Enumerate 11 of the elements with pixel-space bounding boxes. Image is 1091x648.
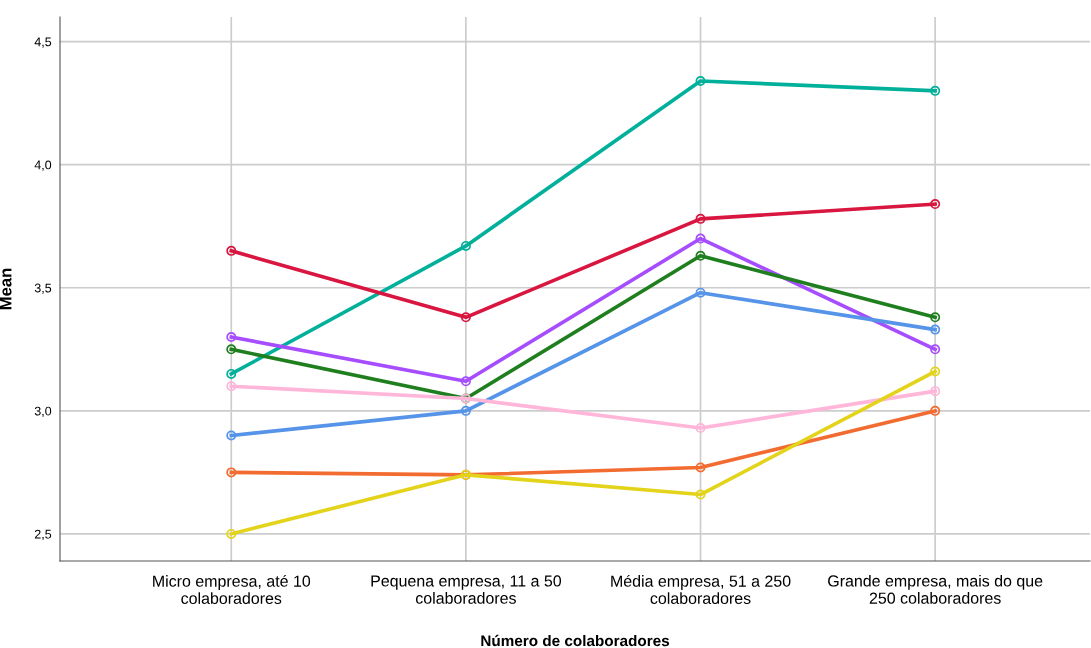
x-tick-label: Micro empresa, até 10 colaboradores [153,574,311,605]
y-axis-title: Mean [0,268,12,310]
y-tick-label: 2,5 [34,529,52,541]
x-tick-label: Pequena empresa, 11 a 50 colaboradores [371,575,562,604]
x-tick-label: Média empresa, 51 a 250 colaboradores [611,574,791,605]
y-tick-label: 3,5 [34,283,52,294]
y-tick-label: 4,0 [34,160,52,171]
x-axis-title: Número de colaboradores [481,634,670,647]
y-tick-label: 4,5 [34,37,52,48]
x-tick-label: Grande empresa, mais do que 250 colaboradores [828,574,1043,604]
y-tick-label: 3,0 [34,406,52,417]
